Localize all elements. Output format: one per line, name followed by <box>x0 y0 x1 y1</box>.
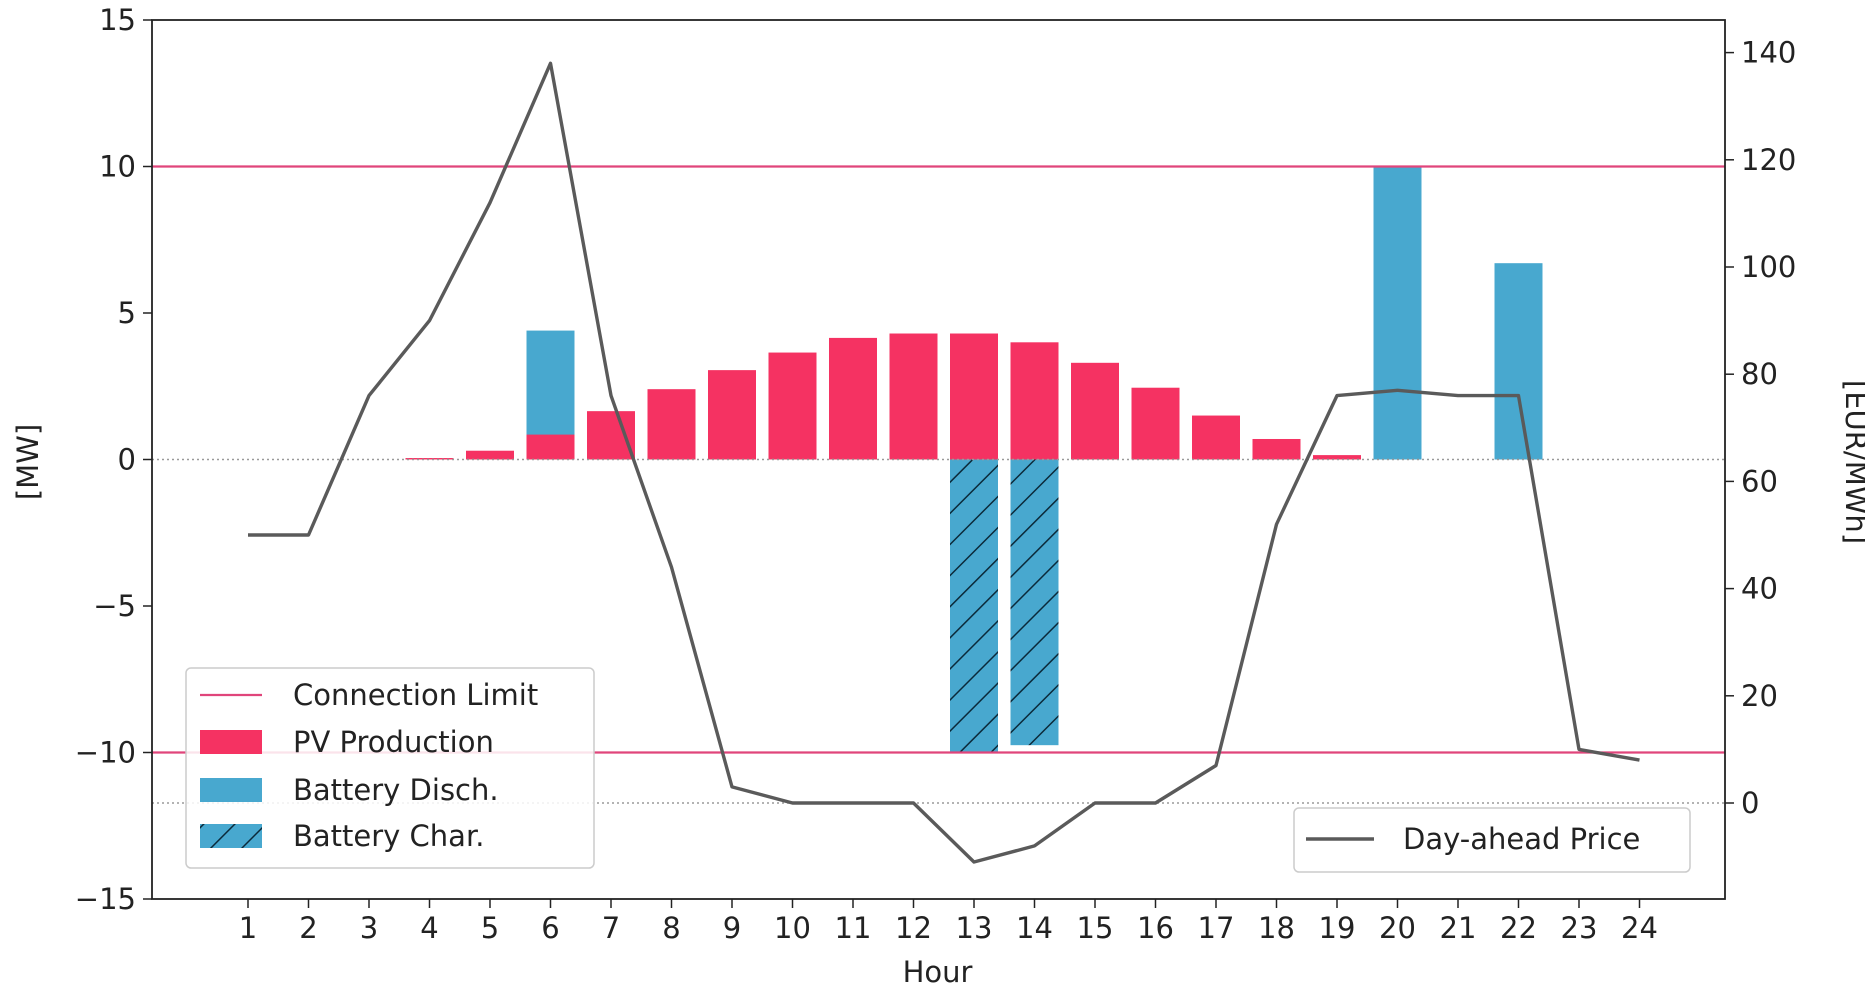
y-left-tick-label: −15 <box>75 882 136 916</box>
pv-production-bar <box>466 450 514 460</box>
y-left-tick-label: 10 <box>99 150 136 184</box>
pv-production-bar <box>1192 415 1240 460</box>
legend-swatch <box>200 730 262 754</box>
y-left-tick-label: −10 <box>75 736 136 770</box>
pv-production-bar <box>587 411 635 460</box>
battery-discharge-bar <box>1494 263 1543 460</box>
legend-right-box <box>1293 807 1691 873</box>
legend-label: PV Production <box>293 725 494 759</box>
x-tick-label: 22 <box>1500 911 1537 945</box>
x-tick-label: 19 <box>1319 911 1356 945</box>
y-right-tick-label: 140 <box>1741 36 1796 70</box>
legend-label: Connection Limit <box>293 678 538 712</box>
y-right-tick-label: 120 <box>1741 143 1796 177</box>
y-left-tick-label: 5 <box>118 296 136 330</box>
y-left-tick-label: 0 <box>118 443 136 477</box>
x-tick-label: 16 <box>1137 911 1174 945</box>
battery-charge-bar <box>950 459 998 753</box>
x-tick-label: 8 <box>662 911 680 945</box>
legend-swatch <box>200 824 262 848</box>
x-tick-label: 12 <box>895 911 932 945</box>
x-tick-label: 5 <box>481 911 499 945</box>
x-tick-label: 11 <box>835 911 872 945</box>
y-right-tick-label: 40 <box>1741 572 1778 606</box>
x-tick-label: 15 <box>1077 911 1114 945</box>
x-tick-label: 3 <box>360 911 378 945</box>
x-tick-label: 14 <box>1016 911 1053 945</box>
y-right-tick-label: 0 <box>1741 786 1759 820</box>
legend-label: Battery Char. <box>293 819 484 853</box>
x-tick-label: 1 <box>239 911 257 945</box>
legend-left-box <box>185 667 595 869</box>
legend-label: Battery Disch. <box>293 773 499 807</box>
x-tick-label: 13 <box>956 911 993 945</box>
pv-production-bar <box>1010 342 1059 460</box>
legend-left: Connection Limit PV Production Battery Dis… <box>185 667 595 869</box>
x-tick-label: 4 <box>420 911 438 945</box>
x-tick-label: 17 <box>1198 911 1235 945</box>
x-tick-label: 9 <box>723 911 741 945</box>
x-tick-label: 23 <box>1561 911 1598 945</box>
y-right-tick-label: 80 <box>1741 357 1778 391</box>
x-tick-label: 7 <box>602 911 620 945</box>
pv-production-bar <box>405 458 454 460</box>
pv-production-bar <box>1071 362 1119 460</box>
y-right-tick-label: 20 <box>1741 679 1778 713</box>
y-left-tick-label: 15 <box>99 3 136 37</box>
y-right-tick-label: 60 <box>1741 464 1778 498</box>
x-tick-label: 20 <box>1379 911 1416 945</box>
pv-production-bar <box>526 434 575 460</box>
y-right-tick-label: 100 <box>1741 250 1796 284</box>
x-axis-title: Hour <box>903 955 973 989</box>
day-ahead-price-line <box>248 61 1640 864</box>
y-left-tick-label: −5 <box>93 589 136 623</box>
pv-production-bar <box>829 337 877 460</box>
bars-layer <box>405 166 1543 753</box>
x-tick-label: 10 <box>774 911 811 945</box>
pv-production-bar <box>647 389 696 460</box>
legend-swatch <box>200 778 262 802</box>
x-tick-label: 21 <box>1440 911 1477 945</box>
pv-production-bar <box>950 333 998 460</box>
x-tick-label: 2 <box>299 911 317 945</box>
x-tick-label: 6 <box>541 911 559 945</box>
legend-label: Day-ahead Price <box>1403 822 1640 856</box>
pv-production-bar <box>1252 438 1301 460</box>
pv-production-bar <box>889 333 938 460</box>
y-axis-left-title: [MW] <box>11 424 45 500</box>
battery-charge-bar <box>1010 459 1059 746</box>
pv-production-bar <box>768 352 817 460</box>
y-axis-right-title: [EUR/MWh] <box>1839 380 1865 544</box>
pv-production-bar <box>1131 387 1180 460</box>
pv-production-bar <box>1313 455 1361 460</box>
battery-discharge-bar <box>1373 166 1422 460</box>
legend-right: Day-ahead Price <box>1293 807 1691 873</box>
x-tick-label: 24 <box>1621 911 1658 945</box>
x-tick-label: 18 <box>1258 911 1295 945</box>
pv-production-bar <box>708 370 756 460</box>
